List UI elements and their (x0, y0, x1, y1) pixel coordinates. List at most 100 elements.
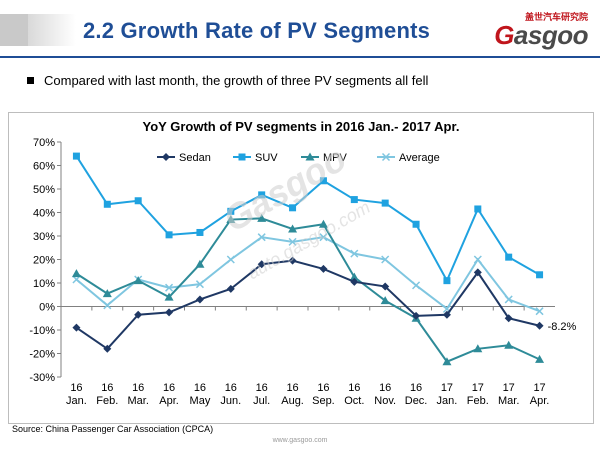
x-tick-label-year: 16 (194, 382, 206, 394)
x-tick-label-year: 17 (533, 382, 545, 394)
point-sedan (288, 256, 297, 265)
point-mpv (195, 259, 205, 268)
line-chart: -30%-20%-10%0%10%20%30%40%50%60%70%16Jan… (29, 137, 576, 407)
y-tick-label: 60% (33, 161, 55, 173)
x-tick-label-year: 17 (503, 382, 515, 394)
x-tick-label-year: 17 (441, 382, 453, 394)
point-suv (227, 207, 235, 215)
point-sedan (226, 284, 235, 293)
y-tick-label: -30% (29, 372, 55, 384)
x-tick-label-month: May (190, 395, 211, 407)
series-line-average (75, 236, 540, 313)
point-average (257, 233, 266, 242)
series-line-suv (75, 155, 541, 283)
x-tick-label-month: Nov. (374, 395, 396, 407)
point-average (381, 255, 390, 264)
point-sedan (165, 308, 174, 317)
x-tick-label-month: Mar. (498, 395, 519, 407)
bullet-text: Compared with last month, the growth of … (44, 73, 429, 88)
x-tick-label-year: 16 (379, 382, 391, 394)
point-average (226, 255, 235, 264)
point-mpv (535, 354, 545, 363)
point-sedan (103, 344, 112, 353)
point-average (412, 281, 421, 290)
x-tick-label-month: Aug. (281, 395, 304, 407)
x-tick-label-year: 16 (317, 382, 329, 394)
x-tick-label-year: 16 (256, 382, 268, 394)
point-sedan (350, 277, 359, 286)
point-suv (443, 277, 451, 285)
y-tick-label: 20% (33, 255, 55, 267)
point-suv (474, 205, 482, 213)
point-sedan (134, 310, 143, 319)
point-mpv (380, 296, 390, 305)
y-tick-label: -20% (29, 349, 55, 361)
point-sedan (473, 268, 482, 277)
point-average (165, 283, 174, 292)
x-tick-label-year: 16 (70, 382, 82, 394)
footer-url: www.gasgoo.com (272, 437, 328, 444)
series-line-mpv (75, 217, 540, 363)
bullet-point: Compared with last month, the growth of … (27, 73, 428, 88)
point-suv (196, 228, 204, 236)
point-mpv (318, 219, 328, 228)
x-tick-label-year: 16 (286, 382, 298, 394)
point-mpv (257, 213, 267, 222)
y-tick-label: 0% (39, 302, 55, 314)
x-tick-label-month: Jan. (437, 395, 458, 407)
logo-wordmark: Gasgoo (494, 20, 588, 51)
point-mpv (349, 272, 359, 281)
slide-header: 2.2 Growth Rate of PV Segments 盖世汽车研究院 G… (0, 0, 600, 62)
chart-container: YoY Growth of PV segments in 2016 Jan.- … (8, 112, 594, 424)
y-tick-label: 50% (33, 184, 55, 196)
point-mpv (473, 344, 483, 353)
y-tick-label: 70% (33, 137, 55, 149)
logo-rest: asgoo (513, 20, 589, 50)
x-tick-label-month: Sep. (312, 395, 335, 407)
point-average (195, 280, 204, 289)
point-sedan (72, 323, 81, 332)
bullet-square-icon (27, 77, 34, 84)
legend-label-average: Average (399, 152, 440, 164)
point-suv (289, 204, 297, 212)
point-suv (412, 220, 420, 228)
legend-marker-suv (238, 153, 246, 161)
logo-letter-g: G (494, 20, 514, 50)
point-sedan (442, 310, 451, 319)
point-average (319, 233, 328, 242)
gasgoo-logo: 盖世汽车研究院 Gasgoo (478, 10, 588, 50)
point-sedan (319, 264, 328, 273)
point-suv (103, 200, 111, 208)
point-mpv (288, 224, 298, 233)
slide-title: 2.2 Growth Rate of PV Segments (83, 18, 431, 43)
chart-title: YoY Growth of PV segments in 2016 Jan.- … (142, 119, 460, 134)
legend-marker-sedan (162, 153, 170, 161)
point-suv (381, 199, 389, 207)
point-mpv (102, 289, 112, 298)
point-average (72, 275, 81, 284)
point-sedan (535, 321, 544, 330)
point-suv (350, 196, 358, 204)
point-sedan (412, 311, 421, 320)
logo-chinese-text: 盖世汽车研究院 (524, 12, 588, 22)
point-sedan (195, 295, 204, 304)
header-grey-block (0, 14, 28, 46)
x-tick-label-year: 16 (132, 382, 144, 394)
legend-label-sedan: Sedan (179, 152, 211, 164)
point-average (350, 249, 359, 258)
x-tick-label-month: Mar. (127, 395, 148, 407)
legend-label-mpv: MPV (323, 152, 348, 164)
point-average (535, 307, 544, 316)
point-mpv (504, 340, 514, 349)
point-suv (536, 271, 544, 279)
x-tick-label-month: Apr. (159, 395, 179, 407)
header-rule (0, 56, 600, 58)
point-suv (134, 197, 142, 205)
y-tick-label: 40% (33, 208, 55, 220)
series-line-sedan (75, 259, 540, 351)
point-suv (505, 253, 513, 261)
x-tick-label-month: Apr. (530, 395, 550, 407)
point-mpv (442, 357, 452, 366)
legend-marker-average (381, 152, 391, 162)
y-tick-label: 30% (33, 231, 55, 243)
